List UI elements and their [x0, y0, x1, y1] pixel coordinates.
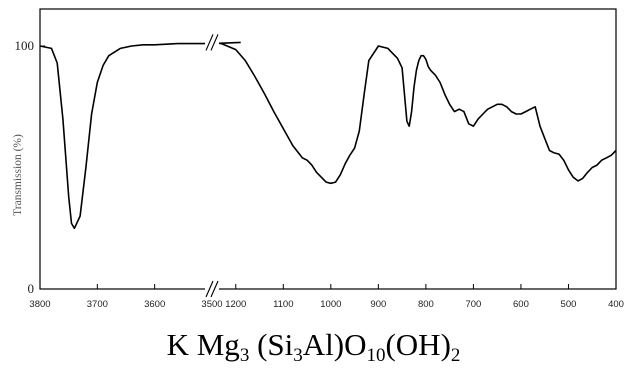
formula-text: (Si — [249, 327, 294, 362]
x-tick-label: 600 — [513, 299, 529, 310]
y-tick-label: 100 — [15, 38, 35, 53]
x-tick-label: 1100 — [273, 299, 293, 310]
tick-label-group: 3800 3700 3600 3500 1200 1100 1000 900 800 700 600… — [15, 38, 624, 310]
x-tick-label: 3800 — [29, 299, 50, 310]
formula-subscript: 3 — [293, 345, 303, 366]
x-tick-label: 700 — [465, 299, 481, 310]
y-tick-label: 0 — [28, 281, 35, 296]
axis-break-mark — [205, 280, 219, 298]
spectrum-line-segment-1 — [39, 41, 241, 230]
formula-text: Al)O — [302, 327, 367, 362]
x-tick-label: 3700 — [87, 299, 108, 310]
formula-subscript: 3 — [239, 345, 250, 366]
x-tick-label: 3600 — [144, 299, 165, 310]
spectrum-line-segment-2 — [211, 41, 617, 185]
y-axis-title: Transmission (%) — [12, 134, 24, 216]
curve-break-mark — [205, 34, 219, 51]
plot-frame — [39, 8, 617, 290]
axis-break-group — [205, 34, 219, 298]
formula-subscript: 10 — [366, 345, 386, 366]
ir-spectrum-chart: 3800 3700 3600 3500 1200 1100 1000 900 800 700 600… — [12, 8, 624, 310]
tick-group — [39, 45, 617, 290]
x-tick-label: 1000 — [320, 299, 341, 310]
x-tick-label: 1200 — [225, 299, 246, 310]
formula-text: (OH) — [385, 327, 451, 362]
formula-subscript: 2 — [450, 345, 461, 366]
x-tick-label: 900 — [370, 299, 386, 310]
x-tick-label: 3500 — [201, 299, 222, 310]
x-tick-label: 400 — [608, 299, 624, 310]
x-tick-label: 800 — [418, 299, 434, 310]
formula-text: K Mg — [166, 327, 240, 362]
x-tick-label: 500 — [561, 299, 577, 310]
mineral-formula-caption: K Mg3 (Si3Al)O10(OH)2 — [0, 327, 627, 366]
